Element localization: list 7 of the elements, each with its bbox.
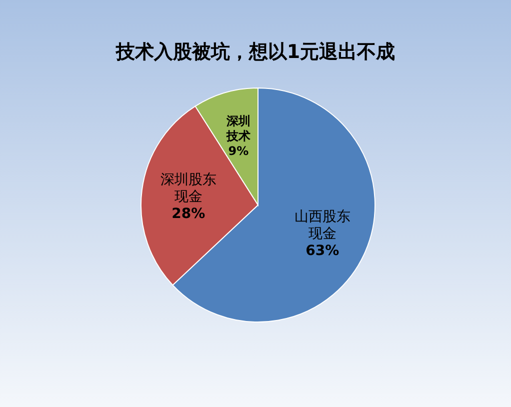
data-label: 28% (172, 206, 206, 222)
chart-title: 技术入股被坑，想以1元退出不成 (114, 41, 396, 63)
slice-label: 深圳股东现金 (160, 172, 216, 206)
slice-label: 深圳技术 (225, 114, 250, 143)
data-label: 63% (306, 242, 340, 259)
slice-label: 山西股东现金 (294, 208, 350, 242)
data-label: 9% (228, 144, 249, 158)
